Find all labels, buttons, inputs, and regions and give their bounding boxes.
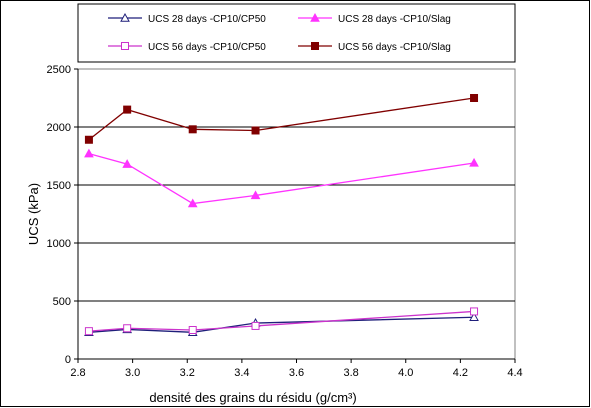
legend-label: UCS 56 days -CP10/CP50: [148, 42, 266, 53]
data-point: [188, 125, 197, 134]
x-tick-label: 4.4: [507, 367, 522, 379]
data-point: [469, 157, 479, 167]
series-4: [84, 94, 479, 144]
legend-item: UCS 56 days -CP10/Slag: [298, 42, 451, 53]
y-tick-label: 2500: [47, 64, 71, 76]
data-point: [470, 94, 479, 102]
data-point: [251, 321, 260, 330]
legend-item: UCS 28 days -CP10/CP50: [108, 12, 266, 25]
data-point: [188, 326, 197, 334]
x-axis-ticks: 2.8 3.0 3.2 3.4 3.6 3.8 4.0 4.2 4.4: [70, 358, 523, 379]
y-axis-title: UCS (kPa): [26, 183, 41, 245]
legend-item: UCS 56 days -CP10/CP50: [108, 42, 266, 53]
data-point: [122, 159, 133, 168]
legend-box: [77, 3, 516, 63]
grid-lines: [78, 126, 515, 302]
data-point: [84, 327, 93, 336]
x-axis-title: densité des grains du résidu (g/cm³): [149, 390, 356, 405]
x-tick-label: 4.2: [453, 367, 468, 379]
legend-label: UCS 28 days -CP10/CP50: [148, 14, 266, 25]
series-layer: [84, 94, 479, 337]
data-point: [187, 198, 198, 208]
x-tick-label: 3.0: [125, 367, 140, 379]
legend-marker: [310, 12, 320, 22]
y-tick-label: 500: [53, 296, 71, 308]
x-tick-label: 2.8: [70, 367, 85, 379]
x-tick-label: 3.2: [180, 367, 195, 379]
data-point: [84, 148, 94, 158]
legend-marker: [120, 12, 130, 22]
legend-label: UCS 56 days -CP10/Slag: [338, 42, 451, 53]
data-point: [123, 105, 132, 114]
x-tick-label: 3.6: [289, 367, 304, 379]
y-tick-label: 0: [65, 354, 71, 366]
y-tick-label: 2000: [47, 122, 71, 134]
data-point: [251, 126, 260, 135]
legend-marker: [121, 42, 129, 50]
series-3: [84, 307, 479, 336]
legend: UCS 28 days -CP10/CP50 UCS 28 days -CP10/…: [77, 3, 516, 63]
x-tick-label: 3.4: [234, 367, 249, 379]
legend-marker: [311, 42, 319, 50]
data-point: [250, 190, 261, 200]
plot-area: [77, 68, 516, 360]
x-tick-label: 4.0: [398, 367, 413, 379]
legend-item: UCS 28 days -CP10/Slag: [298, 12, 451, 25]
data-point: [84, 135, 93, 144]
data-point: [470, 307, 479, 316]
data-point: [469, 312, 479, 321]
series-2: [84, 148, 479, 208]
legend-label: UCS 28 days -CP10/Slag: [338, 14, 451, 25]
y-tick-label: 1500: [47, 180, 71, 192]
y-axis-ticks: 0 500 1000 1500 2000 2500: [47, 64, 79, 366]
data-point: [123, 324, 132, 333]
x-tick-label: 3.8: [343, 367, 358, 379]
y-tick-label: 1000: [47, 238, 71, 250]
